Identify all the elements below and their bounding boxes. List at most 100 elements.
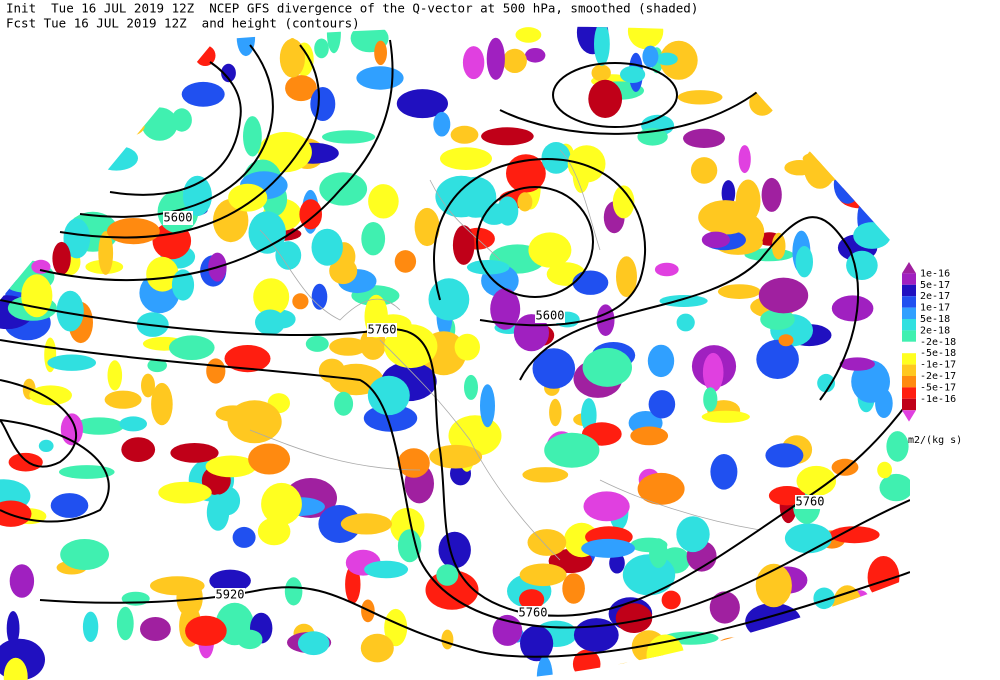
colorbar-label: 5e-18 [920, 314, 950, 325]
contour-label: 5920 [216, 588, 245, 602]
shade-blob [63, 218, 91, 259]
shade-blob [549, 398, 562, 427]
shade-blob [384, 608, 408, 647]
shade-blob [243, 116, 262, 157]
contour-label-bg [163, 211, 193, 225]
shade-blob [573, 618, 619, 652]
shade-blob [368, 184, 399, 219]
shade-blob [394, 250, 417, 273]
shade-blob [356, 66, 404, 90]
colorbar-box [902, 307, 916, 319]
shade-blob [647, 344, 675, 378]
shade-blob [452, 225, 475, 265]
colorbar-unit: m2/(kg s) [908, 435, 962, 446]
shade-blob [104, 390, 142, 409]
colorbar-label: 1e-16 [920, 268, 950, 279]
shade-blob [519, 563, 567, 587]
shade-blob [567, 145, 606, 183]
contour-label: 5600 [536, 309, 565, 323]
shade-blob [702, 352, 724, 393]
shade-blob [877, 461, 892, 479]
shade-blob [582, 347, 632, 387]
shade-blob [701, 231, 731, 248]
shade-blob [525, 48, 546, 63]
coastlines [249, 149, 761, 561]
shade-blob [248, 443, 291, 475]
shade-blob [620, 66, 646, 83]
shade-blob [56, 290, 84, 332]
shade-blob [506, 154, 546, 193]
contour [0, 379, 77, 468]
shade-blob [627, 26, 664, 50]
contour-label: 5760 [519, 606, 548, 620]
shade-blob [98, 231, 114, 275]
shade-blob [875, 388, 893, 418]
shade-blob [630, 426, 669, 446]
colorbar-arrow [902, 410, 916, 422]
shade-blob [710, 454, 738, 490]
shade-blob [486, 37, 505, 80]
shade-blob [616, 256, 637, 298]
shade-blob [367, 375, 410, 416]
shade-blob [360, 633, 394, 663]
shade-blob [846, 250, 878, 280]
shade-blob [322, 130, 376, 144]
shade-blob [116, 606, 134, 641]
shade-blob [305, 335, 329, 352]
contour-label-bg [215, 588, 245, 602]
shade-blob [255, 309, 286, 336]
shade-blob [206, 358, 226, 384]
colorbar-label: 2e-17 [920, 291, 950, 302]
shade-blob [50, 493, 89, 518]
shade-blob [326, 26, 341, 54]
shade-blob [21, 274, 53, 318]
colorbar-box [902, 387, 916, 399]
colorbar-label: 5e-17 [920, 280, 950, 291]
shade-blob [428, 278, 470, 321]
shade-blob [622, 554, 676, 596]
shade-blob [253, 278, 290, 316]
shade-blob [583, 491, 630, 522]
shade-blob [224, 345, 271, 373]
shade-blob [795, 246, 813, 278]
shade-blob [659, 40, 698, 80]
contour [476, 186, 594, 298]
shade-blob [588, 79, 623, 118]
shade-blob [637, 472, 685, 505]
colorbar-label: 1e-17 [920, 303, 950, 314]
shade-blob [141, 373, 155, 398]
contour [39, 39, 394, 282]
shade-blob [544, 432, 600, 468]
shade-blob [3, 657, 28, 680]
contour-label: 5600 [164, 211, 193, 225]
shade-blob [319, 172, 368, 206]
shade-blob [455, 176, 497, 218]
shade-blob [659, 295, 708, 307]
shade-blob [676, 313, 695, 332]
shade-blob [209, 569, 251, 592]
shade-blob [490, 288, 521, 330]
shade-blob [261, 482, 302, 526]
shade-blob [480, 384, 495, 428]
shade-blob [232, 526, 256, 548]
contour-label-bg [367, 323, 397, 337]
shade-blob [450, 125, 479, 144]
shade-blob [519, 589, 545, 610]
shade-blob [758, 277, 809, 314]
shade-blob [721, 180, 736, 207]
shade-blob [517, 192, 533, 212]
shade-blob [520, 625, 554, 662]
shade-blob [735, 179, 761, 223]
shade-blob [717, 284, 761, 299]
shade-blob [454, 333, 480, 361]
shade-blob [581, 538, 635, 558]
shade-blob [615, 603, 653, 633]
shade-blob [140, 617, 171, 641]
colorbar-box [902, 273, 916, 285]
shade-blob [527, 529, 567, 556]
contour [433, 158, 646, 327]
shade-blob [275, 241, 302, 270]
shade-blob [677, 90, 723, 105]
shade-blob [765, 443, 804, 468]
